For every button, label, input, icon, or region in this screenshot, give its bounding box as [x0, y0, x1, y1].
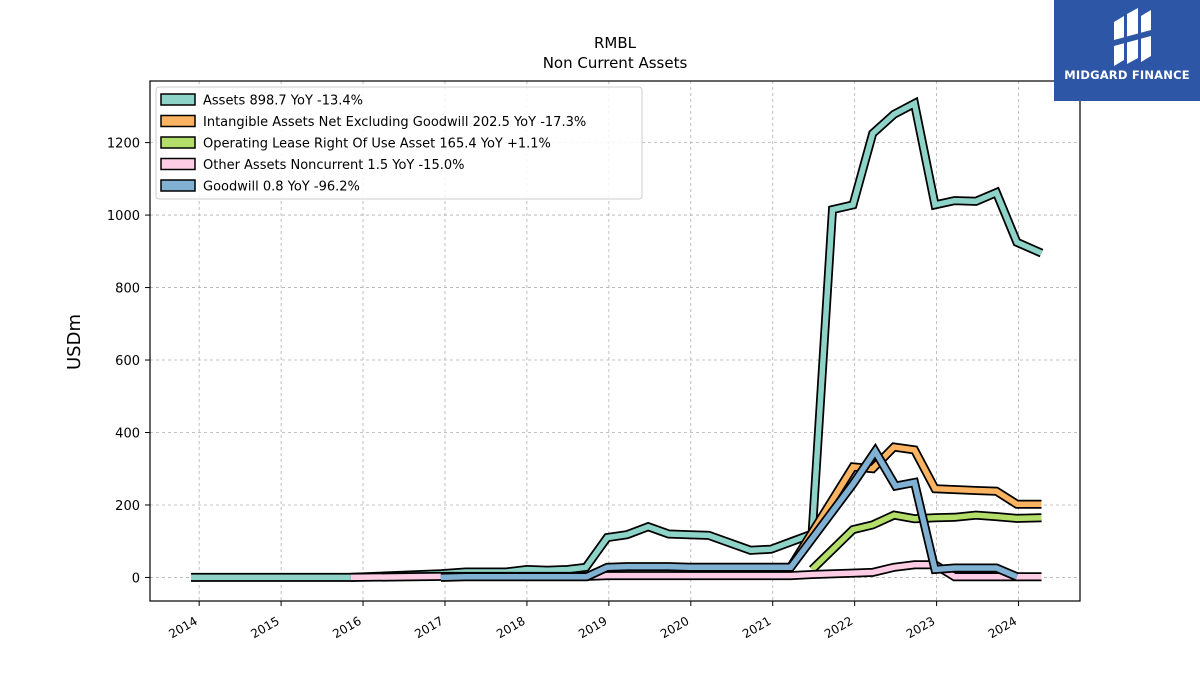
y-tick-label: 1200	[107, 137, 140, 152]
series-layer	[191, 96, 1044, 582]
x-axis: 2014 2015 2016 2017 2018 2019 2020 2021 2022 2023…	[166, 601, 1019, 641]
series-line	[440, 446, 1018, 581]
series-2	[808, 510, 1042, 573]
legend-swatch	[160, 93, 196, 106]
x-tick-label: 2022	[822, 614, 855, 641]
x-tick-label: 2015	[248, 614, 281, 641]
legend-box	[155, 86, 643, 200]
y-tick-label: 200	[115, 499, 140, 514]
y-axis-label: USDm	[64, 314, 85, 370]
legend-swatch	[160, 157, 196, 171]
y-tick-label: 800	[115, 282, 140, 297]
x-tick-label: 2018	[494, 614, 527, 641]
x-tick-label: 2024	[986, 614, 1019, 641]
x-tick-label: 2016	[330, 614, 363, 641]
series-0	[191, 96, 1044, 582]
legend-label: Assets 898.7 YoY -13.4%	[203, 94, 363, 109]
series-4	[440, 442, 1019, 582]
x-tick-label: 2023	[904, 614, 937, 641]
y-axis: 0 200 400 600 800 1000 1200	[107, 137, 150, 586]
y-tick-label: 0	[132, 571, 140, 586]
chart-title: RMBL	[594, 34, 637, 52]
chart-subtitle: Non Current Assets	[543, 54, 688, 72]
series-line	[191, 99, 1043, 581]
y-tick-label: 400	[115, 426, 140, 441]
series-line	[810, 512, 1042, 572]
legend-label: Intangible Assets Net Excluding Goodwill…	[203, 115, 586, 130]
x-tick-label: 2019	[576, 614, 609, 641]
plot-frame	[149, 80, 1081, 602]
x-tick-label: 2017	[412, 614, 445, 641]
x-tick-label: 2020	[658, 614, 691, 641]
legend-label: Other Assets Noncurrent 1.5 YoY -15.0%	[203, 158, 464, 173]
midgard-logo-icon	[1114, 8, 1151, 66]
legend-swatch	[160, 136, 196, 149]
logo-text: MIDGARD FINANCE	[1064, 68, 1190, 82]
legend-label: Goodwill 0.8 YoY -96.2%	[203, 180, 360, 195]
legend-swatch	[160, 114, 196, 128]
legend-label: Operating Lease Right Of Use Asset 165.4…	[203, 137, 551, 152]
y-tick-label: 600	[115, 354, 140, 369]
legend-swatch	[160, 179, 196, 192]
x-tick-label: 2021	[740, 614, 773, 641]
y-tick-label: 1000	[107, 209, 140, 224]
legend: Assets 898.7 YoY -13.4% Intangible Assets…	[155, 86, 643, 200]
x-tick-label: 2014	[166, 614, 199, 641]
brand-logo: MIDGARD FINANCE	[1054, 0, 1200, 101]
